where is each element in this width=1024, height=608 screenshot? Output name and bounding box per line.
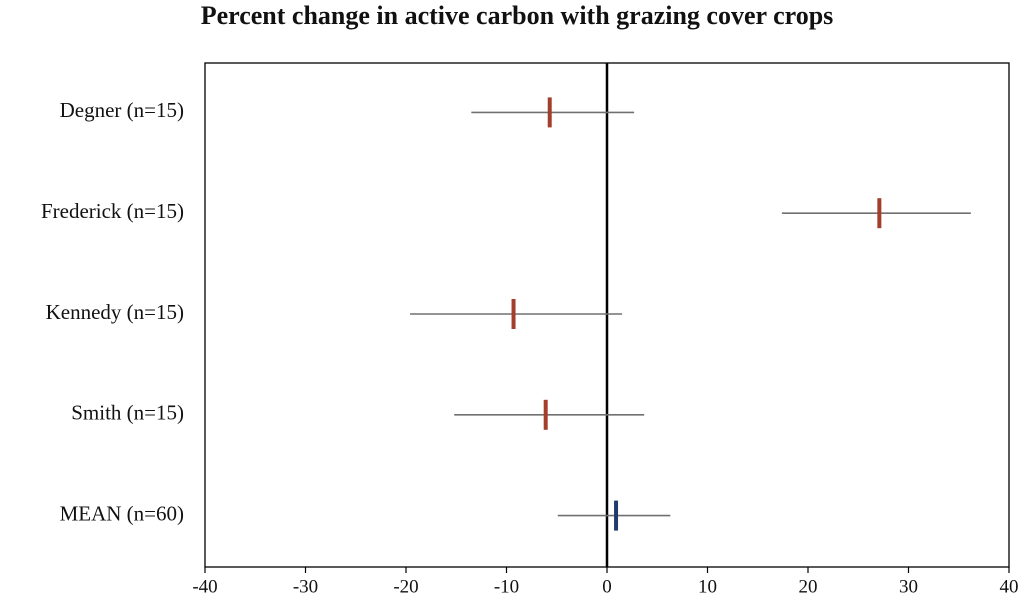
x-tick-label: 0 <box>602 576 612 597</box>
category-label: Kennedy (n=15) <box>46 300 184 324</box>
x-tick-label: 10 <box>698 576 717 597</box>
x-tick-label: 30 <box>899 576 918 597</box>
x-tick-label: -30 <box>293 576 318 597</box>
x-tick-label: 20 <box>799 576 818 597</box>
x-tick-label: 40 <box>1000 576 1019 597</box>
chart-title: Percent change in active carbon with gra… <box>201 1 834 30</box>
x-tick-label: -20 <box>393 576 418 597</box>
category-label: Frederick (n=15) <box>41 199 184 223</box>
x-tick-label: -10 <box>494 576 519 597</box>
x-tick-label: -40 <box>192 576 217 597</box>
category-label: MEAN (n=60) <box>60 501 184 525</box>
category-label: Degner (n=15) <box>60 98 184 122</box>
category-label: Smith (n=15) <box>71 401 184 425</box>
